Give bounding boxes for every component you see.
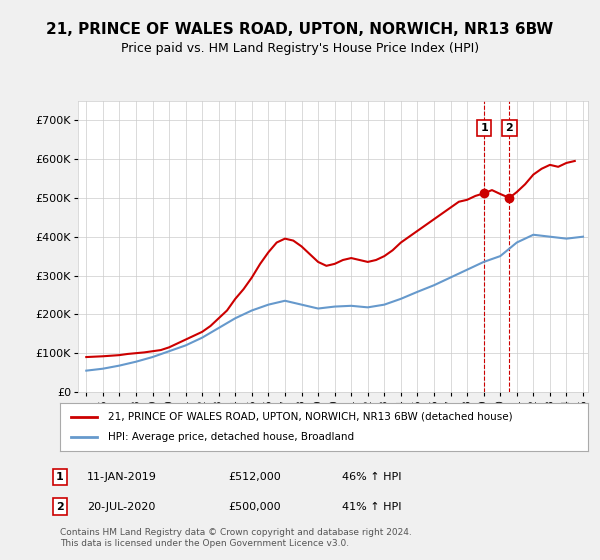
Text: 21, PRINCE OF WALES ROAD, UPTON, NORWICH, NR13 6BW: 21, PRINCE OF WALES ROAD, UPTON, NORWICH… — [46, 22, 554, 38]
Text: Price paid vs. HM Land Registry's House Price Index (HPI): Price paid vs. HM Land Registry's House … — [121, 42, 479, 55]
Text: 21, PRINCE OF WALES ROAD, UPTON, NORWICH, NR13 6BW (detached house): 21, PRINCE OF WALES ROAD, UPTON, NORWICH… — [107, 412, 512, 422]
Text: 11-JAN-2019: 11-JAN-2019 — [87, 472, 157, 482]
Text: 41% ↑ HPI: 41% ↑ HPI — [342, 502, 401, 512]
Text: £500,000: £500,000 — [228, 502, 281, 512]
Text: 46% ↑ HPI: 46% ↑ HPI — [342, 472, 401, 482]
Text: 2: 2 — [56, 502, 64, 512]
Text: 2: 2 — [505, 123, 513, 133]
Text: 1: 1 — [56, 472, 64, 482]
Text: £512,000: £512,000 — [228, 472, 281, 482]
Text: HPI: Average price, detached house, Broadland: HPI: Average price, detached house, Broa… — [107, 432, 353, 442]
Text: 20-JUL-2020: 20-JUL-2020 — [87, 502, 155, 512]
Text: Contains HM Land Registry data © Crown copyright and database right 2024.
This d: Contains HM Land Registry data © Crown c… — [60, 528, 412, 548]
Text: 1: 1 — [481, 123, 488, 133]
